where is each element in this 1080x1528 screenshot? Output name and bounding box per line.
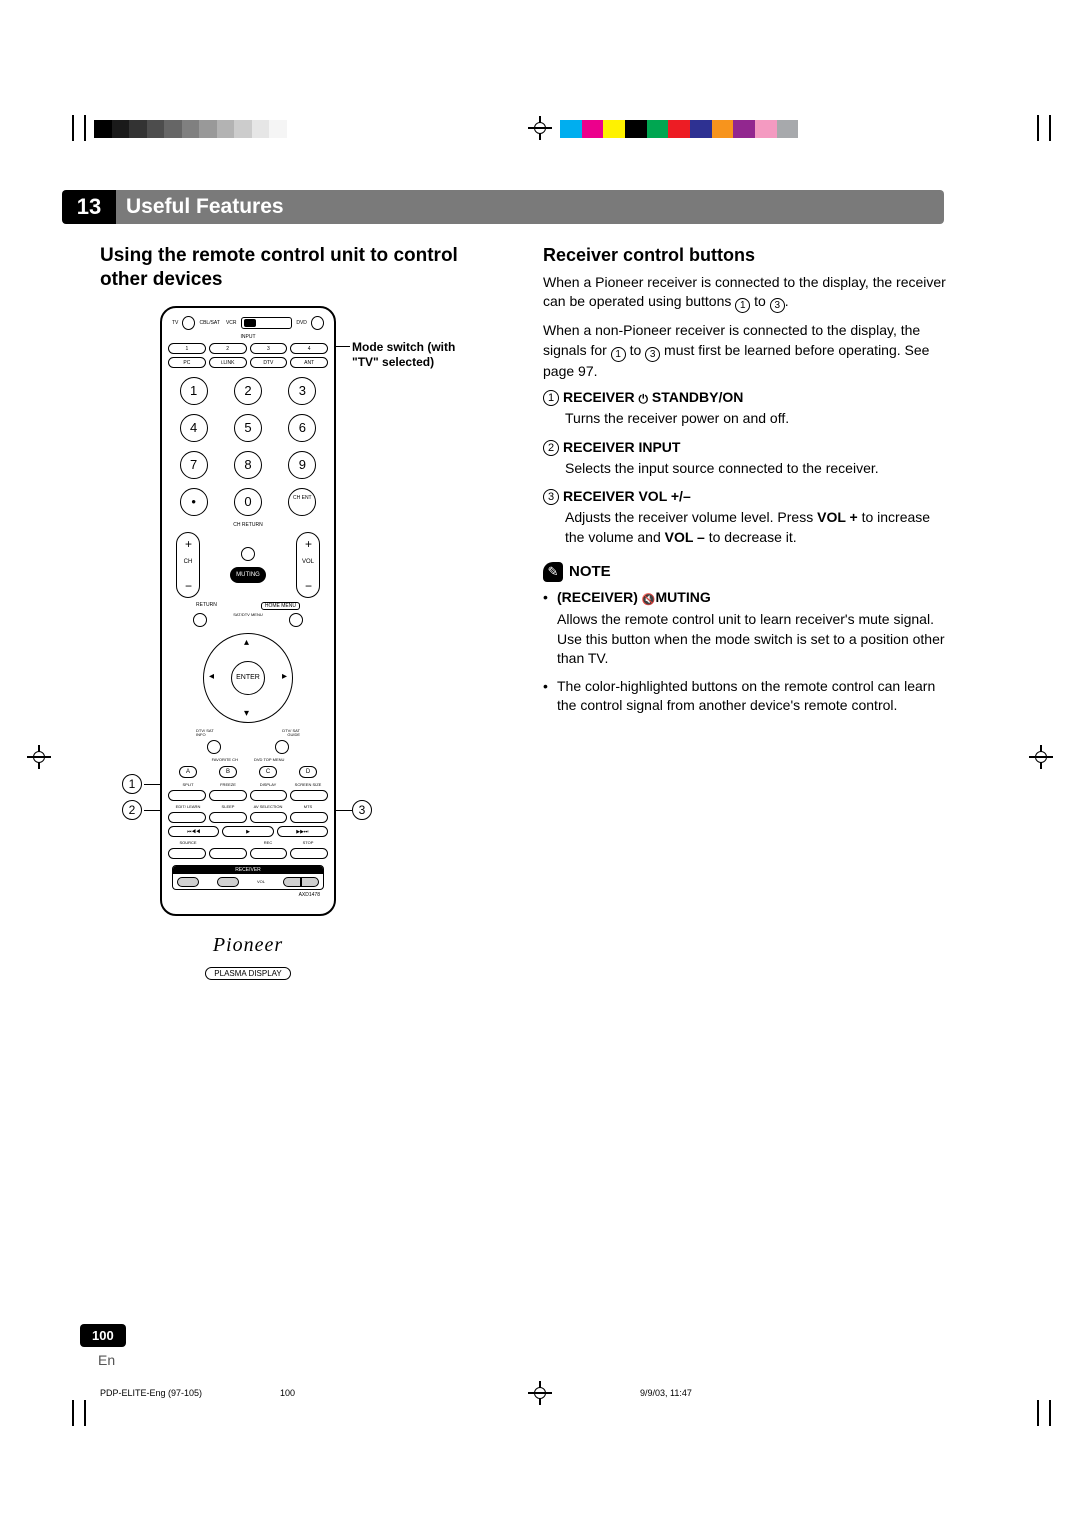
key-2: 2 [234,377,262,405]
fav-label-row: FAVORITE CHDVD TOP MENU [168,757,328,762]
registration-top [0,115,1080,143]
input-buttons-row: 1234 [168,343,328,354]
key-4: 4 [180,414,208,442]
key-8: 8 [234,451,262,479]
transport-buttons: ⏮◀◀▶▶▶⏭ [168,826,328,837]
footer-timestamp: 9/9/03, 11:47 [640,1388,948,1398]
key-1: 1 [180,377,208,405]
note-icon [543,562,563,582]
row-b-labels: EDIT/ LEARNSLEEPAV SELECTIONMTS [168,804,328,809]
rec-buttons [168,848,328,859]
chapter-number: 13 [62,190,116,224]
left-column: Using the remote control unit to control… [100,244,505,1046]
page-language: En [98,1352,115,1368]
info-guide-labels: DTV/ SAT INFODTV/ SAT GUIDE [168,729,328,737]
footer-metadata: PDP-ELITE-Eng (97-105) 100 9/9/03, 11:47 [100,1388,948,1398]
chapter-header: 13Useful Features [62,190,946,224]
ch-return-button [241,547,255,561]
dvd-label: DVD [296,320,307,326]
brand-subtitle: PLASMA DISPLAY [168,963,328,981]
number-keypad: 123 456 789 • 0 CH ENT [168,374,328,519]
row-a-buttons [168,790,328,801]
registration-target-top [531,119,549,137]
item-3: 3RECEIVER VOL +/– Adjusts the receiver v… [543,488,948,547]
mute-icon [642,589,656,605]
ch-vol-section: CH MUTING VOL [168,532,328,598]
registration-bottom [0,1400,1080,1428]
info-button [207,740,221,754]
menu-labels: RETURNHOME MENU [168,602,328,610]
ch-rocker: CH [176,532,200,598]
rcv-input-button [217,877,239,887]
favorite-buttons: ABCD [168,766,328,778]
rec-labels: SOURCERECSTOP [168,840,328,845]
grayscale-bar [94,120,304,138]
ch-return-label: CH RETURN [168,522,328,528]
mode-switch-label: Mode switch (with "TV" selected) [352,340,482,371]
row-b-buttons [168,812,328,823]
registration-target-right [1032,748,1050,766]
input-label: INPUT [168,334,328,340]
source-buttons-row: PCi.LINKDTVANT [168,357,328,368]
brand-logo: Pioneer [168,934,328,957]
d-pad: ENTER ▴ ▾ ◂ ▸ [203,633,293,723]
callout-2: 2 [122,800,142,820]
sat-menu-label: SAT/DTV MENU [233,613,262,627]
callout-1: 1 [122,774,142,794]
remote-control: TV CBL/SATVCR DVD INPUT 1234 PCi.LINKDTV… [160,306,336,916]
power-icon [638,389,648,405]
tv-label: TV [172,320,178,326]
right-column: Receiver control buttons When a Pioneer … [543,244,948,1046]
note-header: NOTE [543,562,948,582]
model-number: AXD1478 [168,892,328,898]
rcv-vol-buttons [283,877,319,887]
remote-diagram: Mode switch (with "TV" selected) 1 2 3 T… [100,306,505,1046]
left-heading: Using the remote control unit to control… [100,244,505,292]
receiver-section: RECEIVER VOL [172,865,324,890]
key-ent: CH ENT [288,488,316,516]
key-5: 5 [234,414,262,442]
rcv-vol-label: VOL [257,879,265,884]
item-1: 1RECEIVER STANDBY/ON Turns the receiver … [543,389,948,429]
key-6: 6 [288,414,316,442]
muting-button: MUTING [230,567,266,583]
right-heading: Receiver control buttons [543,244,948,267]
enter-button: ENTER [231,661,265,695]
note-bullet-2: The color-highlighted buttons on the rem… [543,677,948,716]
guide-button [275,740,289,754]
key-0: 0 [234,488,262,516]
key-dot: • [180,488,208,516]
item-2: 2RECEIVER INPUT Selects the input source… [543,439,948,479]
key-3: 3 [288,377,316,405]
remote-top-row: TV CBL/SATVCR DVD [168,316,328,330]
chapter-title: Useful Features [116,190,944,224]
page-content: Using the remote control unit to control… [100,244,950,1046]
footer-folio: 100 [280,1388,640,1398]
device-power-button [311,316,324,330]
page-number: 100 [80,1324,126,1347]
paragraph-1: When a Pioneer receiver is connected to … [543,273,948,314]
note-bullet-1: (RECEIVER) MUTING Allows the remote cont… [543,588,948,669]
mode-labels: CBL/SATVCR [199,320,236,326]
color-bar [560,120,820,138]
tv-power-button [182,316,195,330]
return-button [193,613,207,627]
rcv-standby-button [177,877,199,887]
paragraph-2: When a non-Pioneer receiver is connected… [543,321,948,381]
registration-target-left [30,748,48,766]
key-7: 7 [180,451,208,479]
mode-switch-slider [241,317,293,329]
note-label: NOTE [569,563,611,580]
vol-rocker: VOL [296,532,320,598]
footer-doc: PDP-ELITE-Eng (97-105) [100,1388,280,1398]
receiver-header: RECEIVER [173,866,323,874]
callout-3: 3 [352,800,372,820]
home-menu-button [289,613,303,627]
row-a-labels: SPLITFREEZEDISPLAYSCREEN SIZE [168,782,328,787]
key-9: 9 [288,451,316,479]
